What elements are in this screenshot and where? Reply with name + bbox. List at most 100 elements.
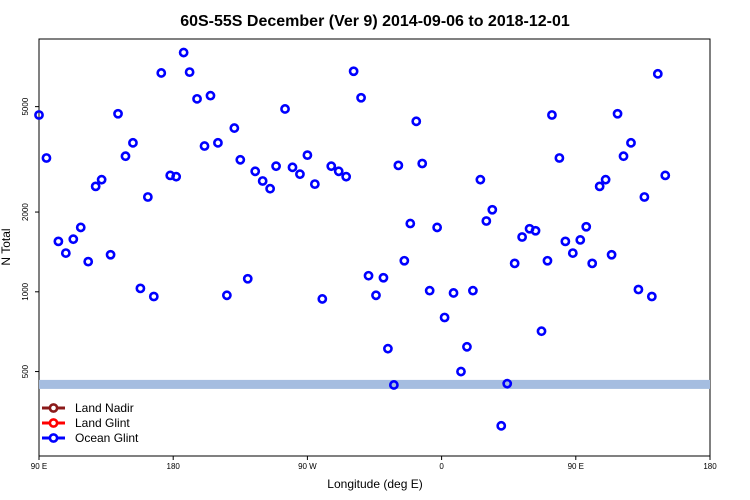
y-axis: 500 1000 2000 5000 xyxy=(21,97,39,378)
data-point xyxy=(502,378,513,389)
data-point xyxy=(554,153,565,163)
data-point xyxy=(309,179,320,189)
data-point xyxy=(399,255,410,266)
x-axis-label: Longitude (deg E) xyxy=(327,477,422,491)
data-point xyxy=(317,294,328,304)
data-point xyxy=(462,341,472,352)
data-point xyxy=(560,236,571,247)
legend-label: Ocean Glint xyxy=(75,431,139,445)
data-point xyxy=(156,68,167,78)
data-point xyxy=(221,290,232,301)
data-point xyxy=(341,171,352,182)
data-point xyxy=(280,104,290,114)
data-point xyxy=(302,150,313,161)
x-tick-label: 0 xyxy=(439,462,444,471)
data-point xyxy=(468,285,478,296)
y-axis-label: N Total xyxy=(0,228,13,265)
x-tick-label: 180 xyxy=(167,462,181,471)
data-point xyxy=(83,256,94,267)
data-point xyxy=(424,285,435,296)
data-point xyxy=(192,93,202,104)
data-point xyxy=(383,343,393,354)
data-point xyxy=(547,110,557,120)
data-point xyxy=(235,154,246,165)
legend-label: Land Nadir xyxy=(75,401,134,415)
data-point xyxy=(229,123,240,133)
plot-area-frame xyxy=(38,38,711,457)
data-point xyxy=(250,166,261,177)
data-point xyxy=(295,169,305,180)
data-point xyxy=(618,151,629,162)
data-point xyxy=(517,232,528,242)
data-point xyxy=(105,249,116,260)
data-point xyxy=(213,137,223,148)
data-point xyxy=(205,90,216,101)
data-point xyxy=(34,110,44,120)
y-tick-label: 500 xyxy=(21,364,30,378)
data-point xyxy=(41,153,52,163)
data-point xyxy=(448,288,459,298)
x-tick-label: 90 W xyxy=(298,462,317,471)
data-point xyxy=(265,183,276,194)
data-point xyxy=(542,255,553,266)
data-point xyxy=(242,273,253,284)
data-point xyxy=(600,174,611,185)
data-point xyxy=(271,161,281,172)
data-point xyxy=(633,284,644,295)
data-point xyxy=(75,222,86,233)
data-point xyxy=(257,176,268,186)
y-tick-label: 5000 xyxy=(21,97,30,115)
data-point xyxy=(646,291,657,302)
legend-label: Land Glint xyxy=(75,416,130,430)
data-point xyxy=(184,67,195,77)
data-point xyxy=(439,312,450,323)
data-point xyxy=(496,420,507,431)
data-point xyxy=(363,270,374,281)
data-point xyxy=(639,192,650,202)
data-point xyxy=(113,108,123,119)
x-tick-label: 180 xyxy=(703,462,717,471)
x-tick-label: 90 E xyxy=(31,462,47,471)
chart-title: 60S-55S December (Ver 9) 2014-09-06 to 2… xyxy=(180,13,570,30)
reference-band-layer xyxy=(39,379,710,389)
data-point xyxy=(652,68,663,79)
legend-marker xyxy=(48,418,59,428)
data-point xyxy=(587,258,598,269)
x-axis: 90 E 180 90 W 0 90 E 180 xyxy=(31,456,717,471)
data-point xyxy=(594,181,605,192)
data-point xyxy=(581,221,592,232)
data-point xyxy=(90,181,101,192)
legend-marker xyxy=(48,403,59,413)
data-point xyxy=(68,234,79,245)
data-point xyxy=(456,366,466,377)
data-point xyxy=(475,174,486,185)
data-points-layer xyxy=(34,47,671,431)
legend-marker xyxy=(48,433,59,443)
data-point xyxy=(388,380,399,390)
data-point xyxy=(509,258,520,269)
reference-band xyxy=(39,379,710,389)
data-point xyxy=(326,161,337,172)
data-point xyxy=(606,249,617,260)
y-tick-label: 1000 xyxy=(21,282,30,300)
data-point xyxy=(148,291,159,302)
data-point xyxy=(178,47,189,58)
data-point xyxy=(417,158,428,169)
data-point xyxy=(405,218,416,229)
data-point xyxy=(432,222,443,233)
data-point xyxy=(567,248,578,258)
y-tick-label: 2000 xyxy=(21,203,30,221)
data-point xyxy=(612,108,623,119)
data-point xyxy=(393,160,404,171)
data-point xyxy=(530,225,541,236)
data-point xyxy=(333,166,344,177)
data-point xyxy=(96,174,107,185)
data-point xyxy=(487,204,498,215)
data-point xyxy=(199,141,210,151)
data-point xyxy=(348,66,359,77)
data-point xyxy=(411,116,422,127)
data-point xyxy=(536,326,547,337)
data-point xyxy=(128,137,138,148)
data-point xyxy=(378,272,389,283)
